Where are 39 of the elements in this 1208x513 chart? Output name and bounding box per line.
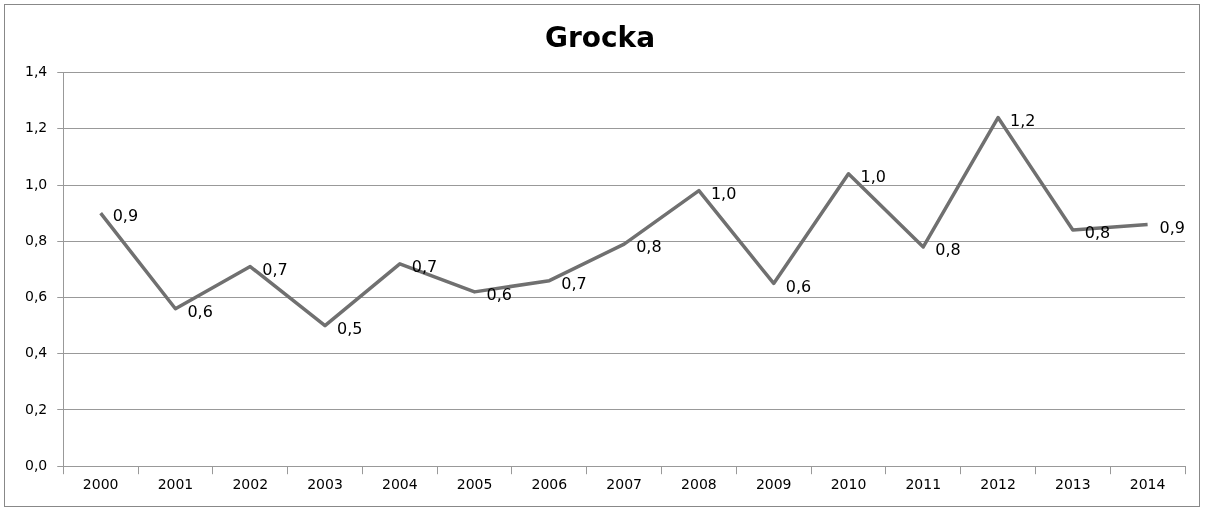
data-label: 0,8 <box>636 237 662 257</box>
x-tick-label: 2003 <box>307 476 343 493</box>
data-label: 0,6 <box>187 301 213 321</box>
data-label: 0,7 <box>262 259 288 279</box>
x-tick-label: 2007 <box>606 476 642 493</box>
data-label: 0,8 <box>935 240 961 260</box>
x-tick-label: 2014 <box>1129 476 1166 493</box>
y-tick-label: 0,0 <box>25 456 48 473</box>
x-tick-label: 2002 <box>232 476 269 493</box>
x-tick-label: 2010 <box>830 476 867 493</box>
y-tick-label: 1,0 <box>25 175 48 192</box>
data-label: 1,0 <box>710 183 737 203</box>
x-tick-label: 2008 <box>681 476 717 493</box>
x-tick-label: 2011 <box>905 476 942 493</box>
x-tick-label: 2000 <box>82 476 119 493</box>
x-tick-label: 2013 <box>1055 476 1091 493</box>
chart-title: Grocka <box>544 21 656 55</box>
data-label: 0,9 <box>112 206 139 226</box>
x-tick-label: 2009 <box>755 476 792 493</box>
x-tick-label: 2004 <box>381 476 418 493</box>
data-label: 1,2 <box>1010 110 1036 130</box>
y-tick-label: 1,2 <box>25 119 48 136</box>
data-label: 0,6 <box>785 276 812 296</box>
y-tick-label: 0,8 <box>25 231 48 248</box>
data-label: 0,6 <box>486 285 513 305</box>
data-label: 0,9 <box>1159 217 1186 237</box>
x-tick-label: 2005 <box>456 476 493 493</box>
y-tick-label: 0,2 <box>25 400 48 417</box>
x-tick-label: 2012 <box>980 476 1016 493</box>
y-tick-label: 1,4 <box>25 63 48 80</box>
x-tick-label: 2006 <box>531 476 568 493</box>
data-label: 0,7 <box>411 256 438 276</box>
y-tick-label: 0,6 <box>25 288 48 305</box>
data-label: 0,7 <box>561 273 587 293</box>
data-label: 1,0 <box>860 166 886 186</box>
data-label: 0,5 <box>337 318 363 338</box>
y-tick-label: 0,4 <box>25 344 48 361</box>
data-label: 0,8 <box>1084 223 1111 243</box>
x-tick-label: 2001 <box>157 476 194 493</box>
